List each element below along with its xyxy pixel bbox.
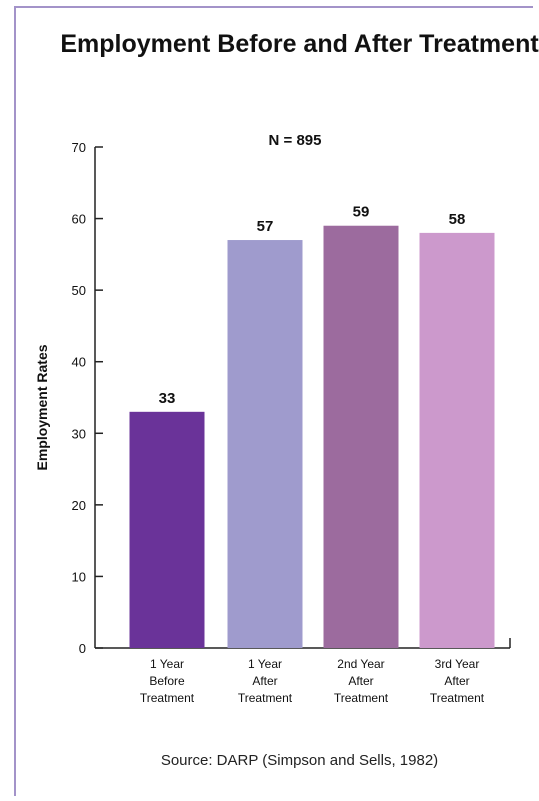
x-tick-label: Treatment (334, 691, 389, 705)
x-tick-label: Before (149, 674, 185, 688)
bar-value-label: 59 (353, 204, 370, 221)
source-note: Source: DARP (Simpson and Sells, 1982) (160, 752, 439, 769)
x-tick-label: After (252, 674, 277, 688)
y-tick-label: 20 (72, 498, 86, 513)
y-axis-title: Employment Rates (34, 344, 50, 470)
y-tick-label: 30 (72, 426, 86, 441)
y-tick-label: 0 (79, 641, 86, 656)
y-tick-label: 10 (72, 569, 86, 584)
chart-title: Employment Before and After Treatment (60, 30, 539, 58)
bar (419, 232, 495, 648)
bar (129, 411, 205, 648)
x-tick-label: 3rd Year (435, 657, 480, 671)
chart-frame (14, 6, 533, 796)
bar-value-label: 57 (257, 218, 274, 235)
y-tick-label: 70 (72, 140, 86, 155)
bar-value-label: 58 (449, 211, 466, 228)
sample-size-label: N = 895 (268, 132, 322, 149)
y-tick-label: 50 (72, 283, 86, 298)
x-tick-label: 2nd Year (337, 657, 384, 671)
bar (227, 240, 303, 649)
x-tick-label: Treatment (140, 691, 195, 705)
y-tick-label: 60 (72, 212, 86, 227)
x-tick-label: 1 Year (150, 657, 184, 671)
x-tick-label: Treatment (238, 691, 293, 705)
bar (323, 225, 399, 648)
x-tick-label: After (348, 674, 373, 688)
x-tick-label: 1 Year (248, 657, 282, 671)
y-tick-label: 40 (72, 355, 86, 370)
x-tick-label: Treatment (430, 691, 485, 705)
bar-value-label: 33 (159, 390, 176, 407)
x-tick-label: After (444, 674, 469, 688)
